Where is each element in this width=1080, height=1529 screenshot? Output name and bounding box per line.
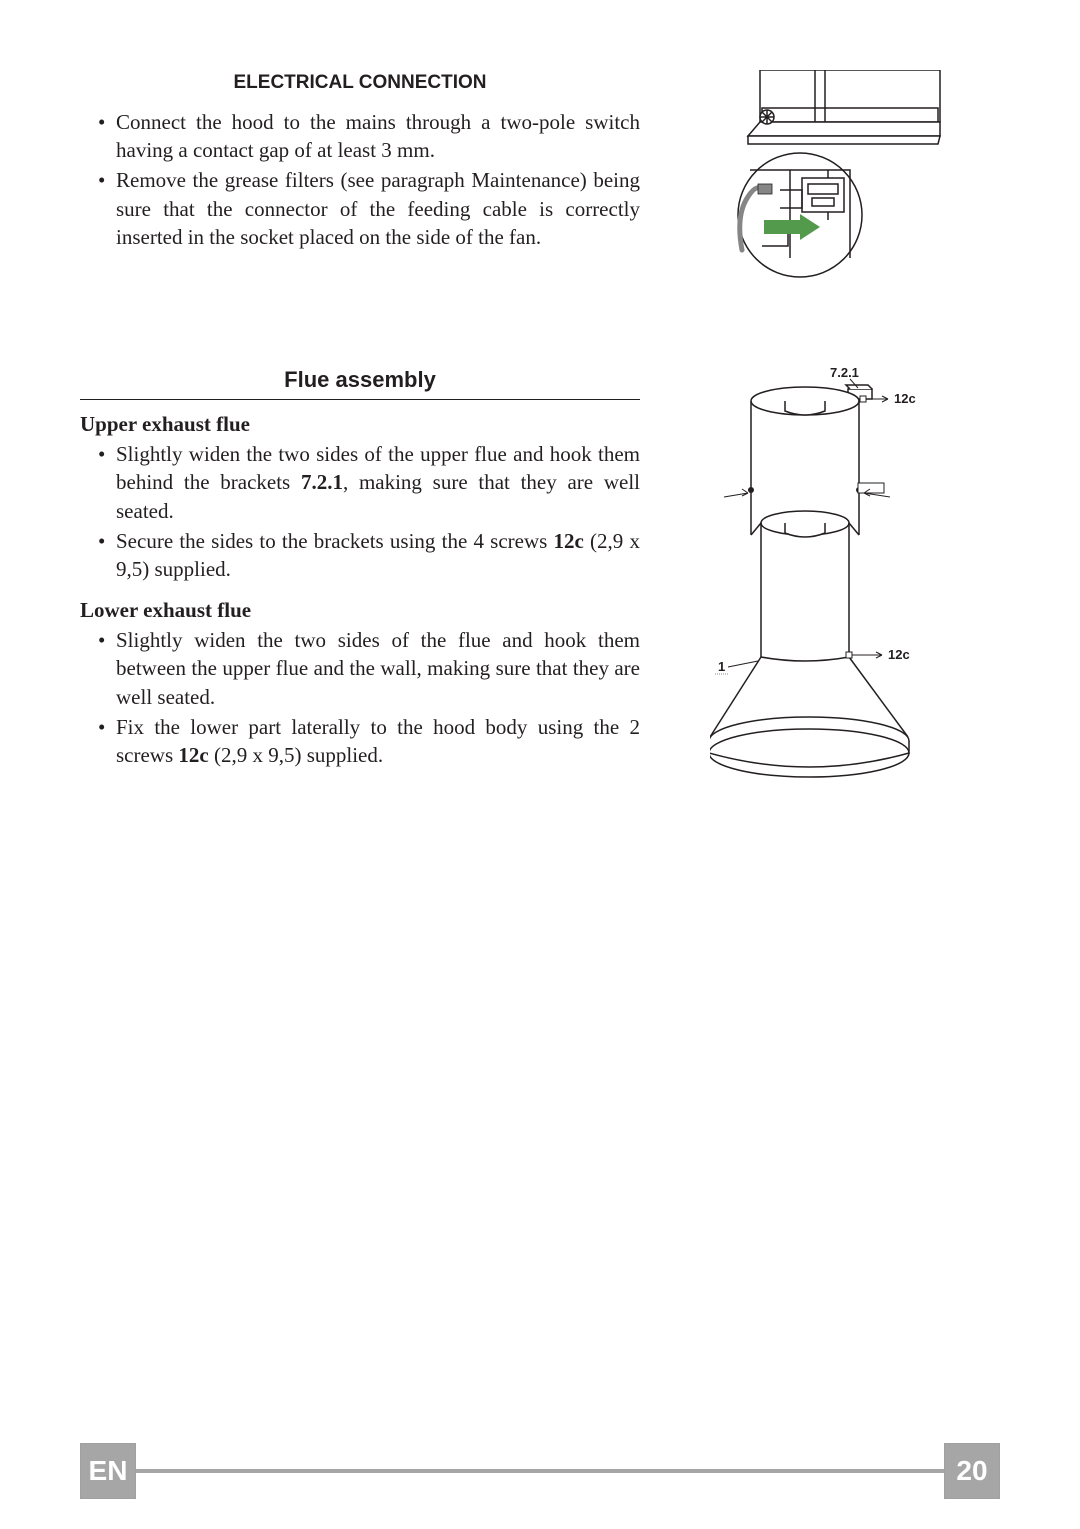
bullet-text: Slightly widen the two sides of the uppe… (116, 442, 640, 523)
footer-left-margin: EN (0, 1443, 80, 1499)
list-item: Remove the grease filters (see paragraph… (98, 166, 640, 251)
list-item: Slightly widen the two sides of the flue… (98, 626, 640, 711)
list-item: Secure the sides to the brackets using t… (98, 527, 640, 584)
footer-right-margin (1000, 1443, 1080, 1499)
page: ELECTRICAL CONNECTION Connect the hood t… (0, 0, 1080, 1529)
label-12c-upper: 12c (894, 391, 916, 406)
bullet-text: Slightly widen the two sides of the flue… (116, 628, 640, 709)
sub-lower: Lower exhaust flue (80, 596, 640, 624)
bullet-text: Fix the lower part laterally to the hood… (116, 715, 640, 767)
figure2-container: 7.2.1 12c (670, 365, 1000, 785)
upper-list: Slightly widen the two sides of the uppe… (80, 440, 640, 584)
section1-list: Connect the hood to the mains through a … (80, 108, 640, 252)
language-label: EN (89, 1452, 128, 1490)
bullet-text: Remove the grease filters (see paragraph… (116, 168, 640, 249)
label-1: 1 (718, 659, 725, 674)
page-footer: EN 20 (0, 1443, 1080, 1499)
figure1-container (670, 70, 1000, 280)
figure-flue-icon: 7.2.1 12c (710, 365, 960, 785)
lower-list: Slightly widen the two sides of the flue… (80, 626, 640, 770)
list-item: Fix the lower part laterally to the hood… (98, 713, 640, 770)
bullet-text: Secure the sides to the brackets using t… (116, 529, 640, 581)
section2-heading: Flue assembly (80, 365, 640, 395)
footer-line (136, 1469, 944, 1473)
section1-text: ELECTRICAL CONNECTION Connect the hood t… (80, 70, 640, 280)
section1-heading: ELECTRICAL CONNECTION (80, 70, 640, 96)
figure-electrical-icon (720, 70, 950, 280)
footer-band: 20 (136, 1443, 1000, 1499)
section2-text: Flue assembly Upper exhaust flue Slightl… (80, 365, 640, 785)
section-flue: Flue assembly Upper exhaust flue Slightl… (80, 365, 1000, 785)
page-number-badge: 20 (944, 1443, 1000, 1499)
sub-upper: Upper exhaust flue (80, 410, 640, 438)
label-12c-lower: 12c (888, 647, 910, 662)
rule (80, 399, 640, 400)
list-item: Connect the hood to the mains through a … (98, 108, 640, 165)
page-number: 20 (956, 1452, 987, 1490)
bullet-text: Connect the hood to the mains through a … (116, 110, 640, 162)
section-electrical: ELECTRICAL CONNECTION Connect the hood t… (80, 70, 1000, 280)
label-721: 7.2.1 (830, 365, 859, 380)
list-item: Slightly widen the two sides of the uppe… (98, 440, 640, 525)
language-badge: EN (80, 1443, 136, 1499)
